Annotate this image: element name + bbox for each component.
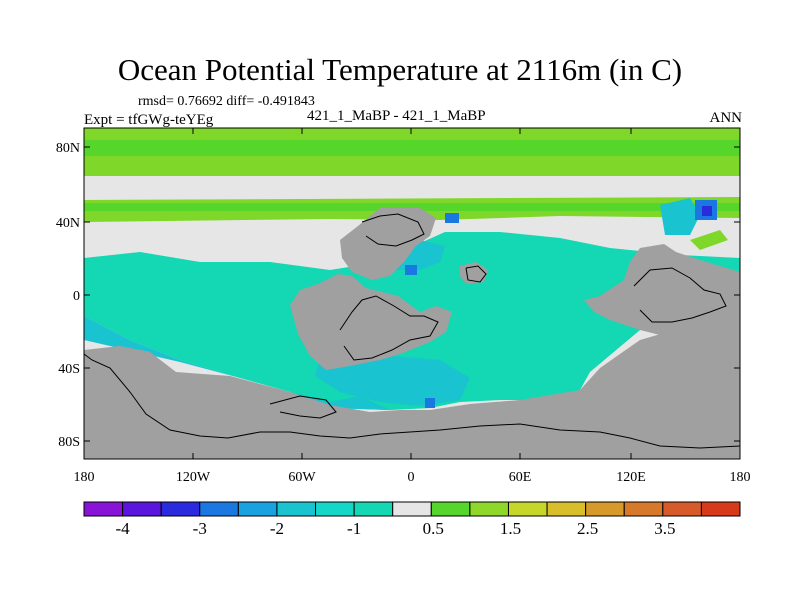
- colorbar-label: -2: [270, 519, 284, 538]
- coast-d: [269, 395, 337, 419]
- colorbar-box: [469, 501, 509, 517]
- lat-tick-label: 80S: [58, 435, 80, 450]
- colorbar-box: [623, 501, 664, 517]
- stats-line: rmsd= 0.76692 diff= -0.491843: [138, 94, 315, 109]
- colorbar-box: [662, 501, 702, 517]
- lon-tick-label: 60W: [288, 470, 316, 485]
- colorbar-box: [315, 501, 355, 517]
- darkblue-spot-pacific: [702, 206, 712, 216]
- colorbar-box: [122, 501, 162, 517]
- colorbar-box: [700, 501, 741, 517]
- coastlines: [84, 213, 740, 449]
- northern-continent-a: [340, 208, 436, 280]
- longitude-ticks: 180 120W 60W 0 60E 120E 180: [74, 128, 751, 485]
- lon-tick-label: 60E: [509, 470, 532, 485]
- south-coastline: [84, 353, 740, 449]
- lon-tick-label: 120W: [176, 470, 211, 485]
- colorbar-box: [199, 501, 239, 517]
- colorbar-label: -4: [116, 519, 131, 538]
- latitude-ticks: 80N 40N 0 40S 80S: [56, 141, 740, 450]
- southern-cyan-strip: [84, 316, 390, 410]
- coast-island: [465, 265, 487, 283]
- colorbar-label: 0.5: [423, 519, 444, 538]
- colorbar-box: [160, 501, 201, 517]
- green-spot-pacific: [690, 230, 728, 250]
- pacific-cyan-patch: [660, 198, 700, 235]
- colorbar-box: [585, 501, 625, 517]
- colorbar-labels: -4 -3 -2 -1 0.5 1.5 2.5 3.5: [116, 519, 676, 538]
- lat-tick-label: 40N: [56, 216, 80, 231]
- colorbar-box: [353, 501, 394, 517]
- lon-tick-label: 180: [74, 470, 95, 485]
- colorbar-box: [83, 501, 124, 517]
- lat-tick-label: 40S: [58, 362, 80, 377]
- experiment-label: Expt = tfGWg-teYEg: [84, 112, 214, 128]
- lon-tick-label: 180: [730, 470, 751, 485]
- lon-tick-label: 120E: [616, 470, 646, 485]
- lon-tick-label: 0: [408, 470, 415, 485]
- coast-c: [633, 267, 727, 323]
- plot-border: [83, 127, 741, 460]
- colorbar-box: [276, 501, 317, 517]
- land-masses: [84, 208, 740, 459]
- colorbar-label: 2.5: [577, 519, 598, 538]
- southern-cyan-patch: [315, 355, 470, 406]
- colorbar-box: [392, 501, 432, 517]
- colorbar-box: [430, 501, 471, 517]
- southern-landmass: [84, 300, 740, 459]
- season-label: ANN: [709, 110, 743, 126]
- lat-tick-label: 80N: [56, 141, 80, 156]
- colorbar-box: [507, 501, 548, 517]
- southern-continent-a: [290, 274, 452, 370]
- coast-a: [339, 295, 439, 361]
- colorbar-label: -1: [347, 519, 361, 538]
- mid-lat-band-bright: [84, 203, 740, 211]
- colorbar-label: -3: [193, 519, 207, 538]
- lat-tick-label: 0: [73, 289, 80, 304]
- colorbar-label: 1.5: [500, 519, 521, 538]
- blue-spot-south: [425, 398, 435, 408]
- map-plot: [84, 128, 740, 459]
- coast-b: [361, 213, 425, 247]
- colorbar: [83, 501, 741, 517]
- eastern-continent: [584, 244, 740, 336]
- map-title: Ocean Potential Temperature at 2116m (in…: [117, 52, 683, 87]
- blue-spot-atl: [405, 265, 417, 275]
- colorbar-label: 3.5: [654, 519, 675, 538]
- colorbar-box: [237, 501, 278, 517]
- case-label: 421_1_MaBP - 421_1_MaBP: [307, 108, 486, 124]
- arctic-band-bright: [84, 140, 740, 156]
- blue-spot-med: [445, 213, 459, 223]
- colorbar-box: [546, 501, 587, 517]
